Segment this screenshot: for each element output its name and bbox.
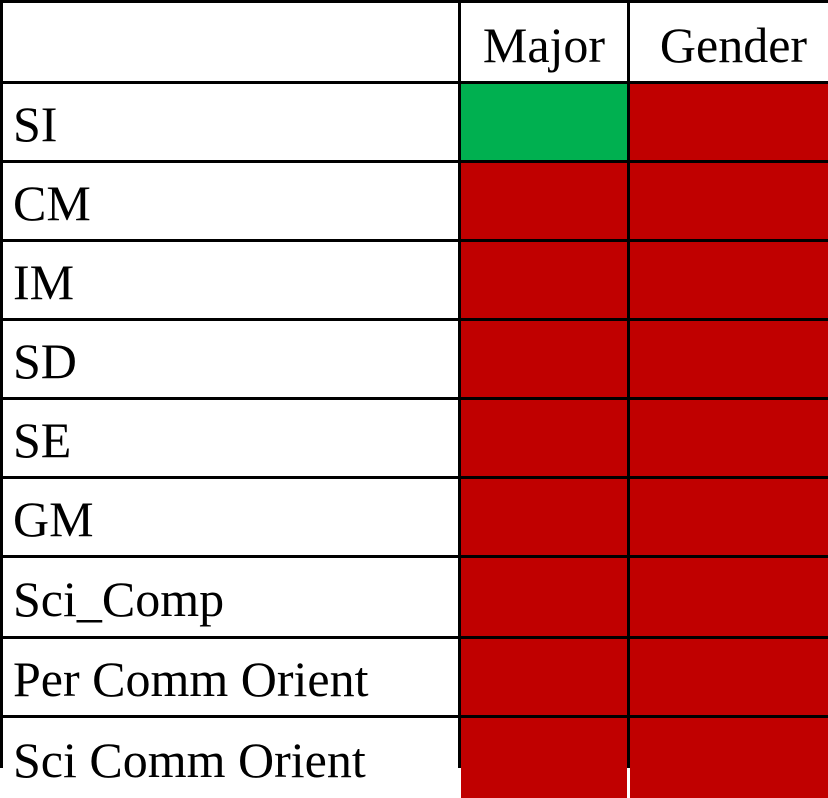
row-label: SI (3, 84, 458, 160)
row-label: GM (3, 479, 458, 555)
heatmap-cell-gender (630, 163, 828, 239)
row-label: IM (3, 242, 458, 318)
heatmap-cell-gender (630, 639, 828, 715)
column-header-major: Major (461, 3, 627, 81)
row-label: Sci Comm Orient (3, 718, 458, 798)
row-label: SE (3, 400, 458, 476)
row-label: SD (3, 321, 458, 397)
heatmap-cell-gender (630, 242, 828, 318)
heatmap-cell-gender (630, 84, 828, 160)
heatmap-cell-major (461, 84, 627, 160)
heatmap-cell-major (461, 400, 627, 476)
heatmap-cell-major (461, 163, 627, 239)
column-header-gender: Gender (630, 3, 828, 81)
corner-cell (3, 3, 458, 81)
heatmap-cell-gender (630, 718, 828, 798)
heatmap-cell-gender (630, 558, 828, 636)
row-label: CM (3, 163, 458, 239)
heatmap-cell-major (461, 558, 627, 636)
heatmap-cell-major (461, 479, 627, 555)
heatmap-cell-gender (630, 400, 828, 476)
heatmap-cell-major (461, 639, 627, 715)
row-label: Sci_Comp (3, 558, 458, 636)
heatmap-cell-gender (630, 321, 828, 397)
heatmap-cell-major (461, 242, 627, 318)
row-label: Per Comm Orient (3, 639, 458, 715)
heatmap-cell-major (461, 718, 627, 798)
heatmap-cell-gender (630, 479, 828, 555)
heatmap-cell-major (461, 321, 627, 397)
